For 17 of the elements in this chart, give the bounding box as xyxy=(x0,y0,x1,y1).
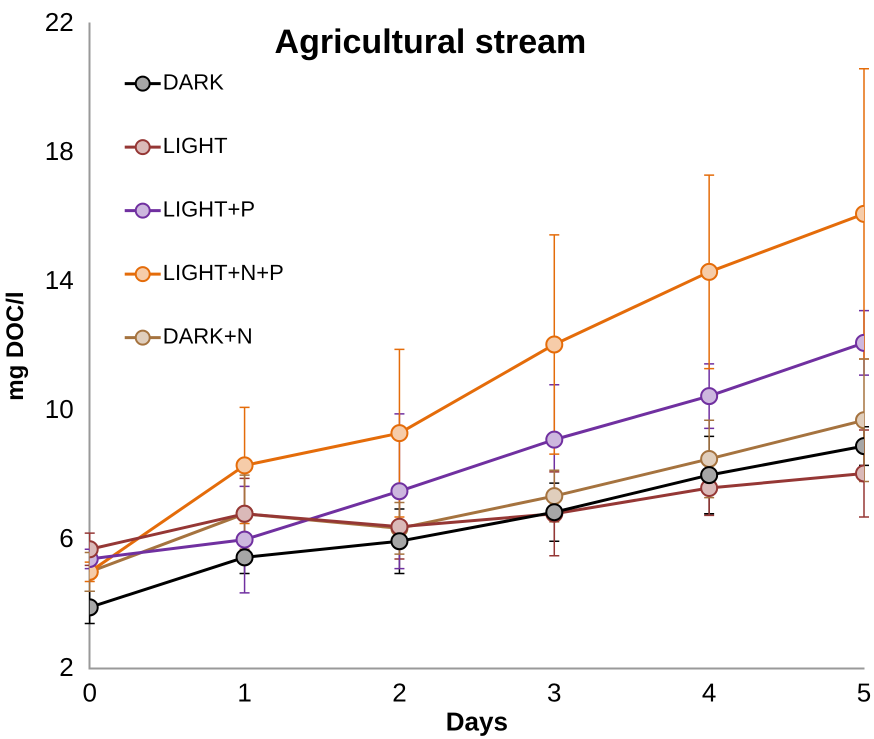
legend-label: DARK xyxy=(162,70,224,95)
y-tick-label: 6 xyxy=(59,522,74,553)
x-tick-label: 2 xyxy=(392,677,407,708)
y-tick-label: 22 xyxy=(44,6,74,37)
chart-title: Agricultural stream xyxy=(274,22,586,61)
x-tick-label: 4 xyxy=(702,677,716,708)
x-axis-title: Days xyxy=(446,706,508,737)
y-axis-title: mg DOC/l xyxy=(2,291,30,401)
x-tick-label: 3 xyxy=(547,677,562,708)
y-tick-label: 2 xyxy=(59,652,74,682)
x-tick-label: 1 xyxy=(237,677,252,708)
y-tick-label: 14 xyxy=(44,264,74,295)
y-tick-label: 18 xyxy=(44,136,74,166)
x-tick-label: 0 xyxy=(82,677,97,708)
legend-label: LIGHT xyxy=(162,133,228,158)
x-tick-label: 5 xyxy=(856,677,872,708)
y-tick-label: 10 xyxy=(44,394,74,424)
